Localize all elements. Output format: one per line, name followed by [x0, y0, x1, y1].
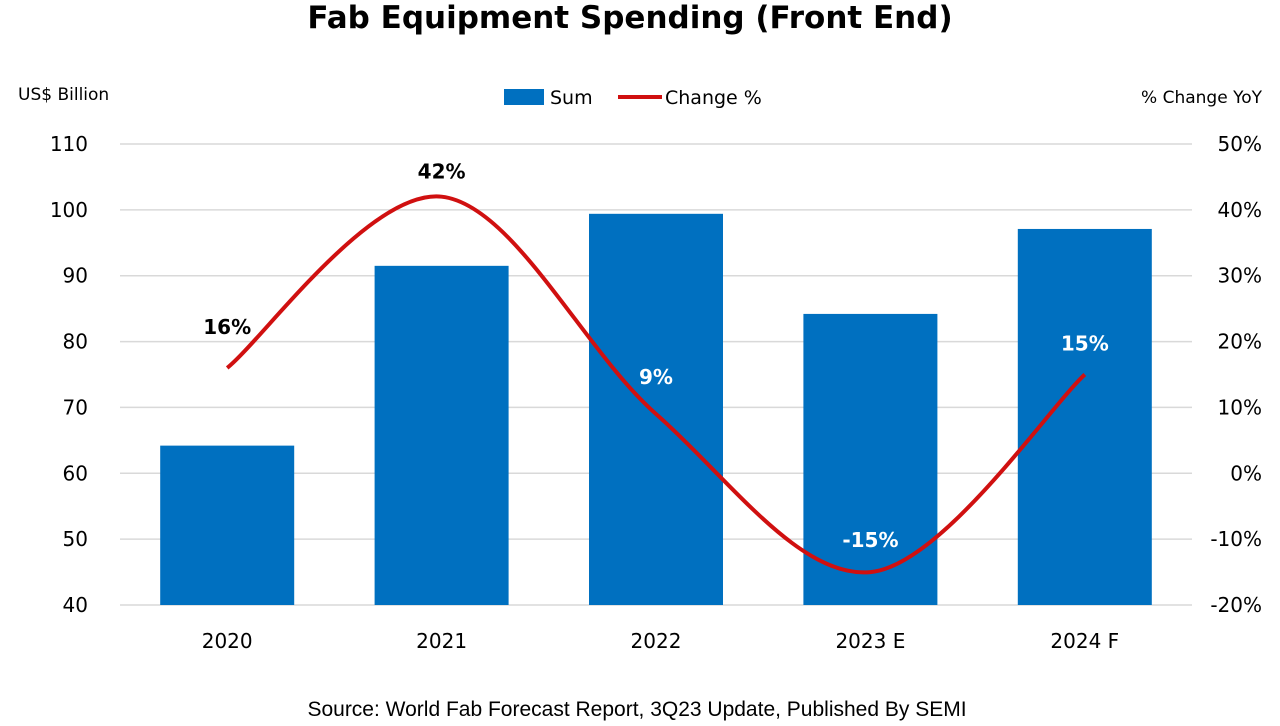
left-tick-label: 60: [63, 461, 88, 485]
left-tick-label: 50: [63, 527, 88, 551]
right-tick-label: 20%: [1218, 330, 1262, 354]
right-tick-label: 40%: [1218, 198, 1262, 222]
right-tick-label: 30%: [1218, 264, 1262, 288]
legend-label-sum: Sum: [550, 87, 593, 109]
x-tick-label: 2021: [416, 629, 467, 653]
left-tick-label: 80: [63, 330, 88, 354]
source-note: Source: World Fab Forecast Report, 3Q23 …: [307, 698, 966, 721]
data-label-change: -15%: [842, 528, 898, 552]
bar-2021: [374, 265, 509, 605]
data-label-change: 15%: [1061, 332, 1109, 356]
left-axis-label: US$ Billion: [18, 85, 109, 105]
legend-swatch-sum: [504, 89, 544, 105]
bar-2024-F: [1017, 228, 1152, 605]
data-label-change: 9%: [639, 365, 673, 389]
x-tick-label: 2024 F: [1050, 629, 1119, 653]
left-tick-label: 90: [63, 264, 88, 288]
x-tick-label: 2022: [631, 629, 682, 653]
bar-2020: [160, 445, 295, 605]
left-tick-label: 100: [50, 198, 88, 222]
change-line: [225, 194, 1087, 575]
right-tick-label: 10%: [1218, 395, 1262, 419]
left-tick-label: 110: [50, 132, 88, 156]
right-tick-label: -10%: [1210, 527, 1262, 551]
x-tick-label: 2023 E: [835, 629, 905, 653]
bar-2022: [589, 213, 723, 605]
legend-label-change: Change %: [665, 87, 762, 109]
left-tick-label: 40: [63, 593, 88, 617]
chart-title: Fab Equipment Spending (Front End): [307, 0, 952, 36]
left-tick-label: 70: [63, 395, 88, 419]
data-label-change: 16%: [203, 315, 251, 339]
data-label-change: 42%: [418, 160, 466, 184]
legend: Sum Change %: [504, 87, 762, 109]
right-axis-label: % Change YoY: [1141, 88, 1263, 108]
x-tick-label: 2020: [202, 629, 253, 653]
right-tick-label: -20%: [1210, 593, 1262, 617]
bar-2023-E: [803, 313, 938, 605]
right-tick-label: 0%: [1230, 461, 1262, 485]
right-tick-label: 50%: [1218, 132, 1262, 156]
